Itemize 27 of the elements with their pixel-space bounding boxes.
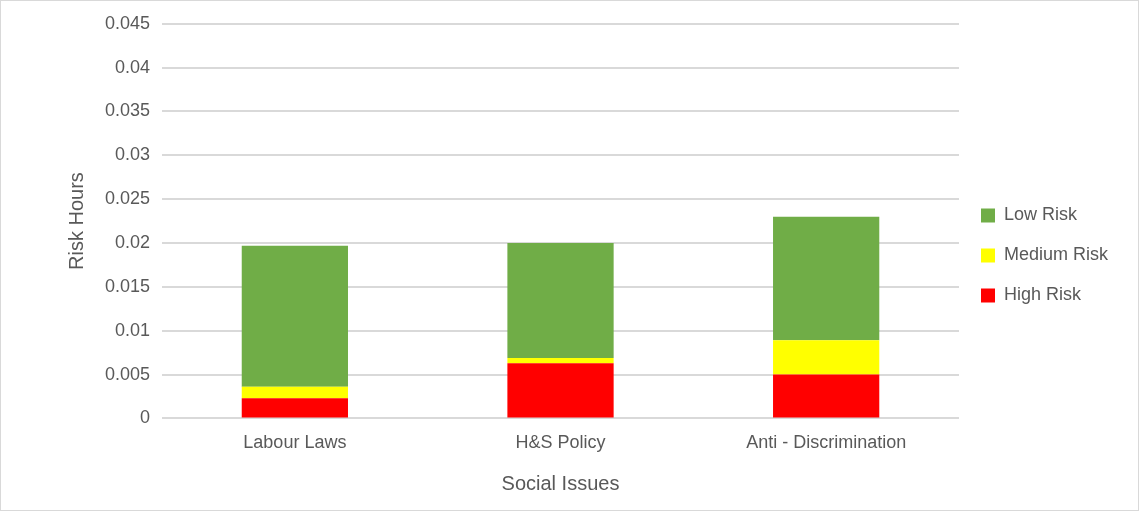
y-tick-label: 0.02 — [115, 231, 151, 252]
y-axis-title: Risk Hours — [64, 172, 87, 270]
legend-label: Low Risk — [1003, 204, 1078, 225]
legend-label: High Risk — [1003, 284, 1082, 305]
y-tick-label: 0.03 — [115, 144, 151, 165]
y-tick-label: 0.005 — [105, 363, 151, 384]
x-tick-label: Anti - Discrimination — [746, 432, 907, 453]
bar — [773, 340, 880, 375]
bar — [241, 245, 348, 387]
y-tick-label: 0.01 — [115, 319, 151, 340]
bar — [241, 398, 348, 418]
y-tick-label: 0.04 — [115, 56, 151, 77]
x-tick-label: Labour Laws — [243, 432, 347, 453]
y-tick-label: 0.025 — [105, 188, 151, 209]
bar — [773, 216, 880, 341]
y-tick-label: 0.035 — [105, 100, 151, 121]
bar — [507, 357, 614, 364]
x-axis-title: Social Issues — [501, 471, 620, 494]
bar — [507, 363, 614, 418]
bar — [507, 243, 614, 358]
y-tick-label: 0.045 — [105, 12, 151, 33]
bar — [773, 374, 880, 418]
y-tick-label: 0.015 — [105, 275, 151, 296]
legend-label: Medium Risk — [1003, 244, 1109, 265]
y-tick-label: 0 — [140, 407, 151, 428]
bar — [241, 386, 348, 399]
x-tick-label: H&S Policy — [515, 432, 606, 453]
